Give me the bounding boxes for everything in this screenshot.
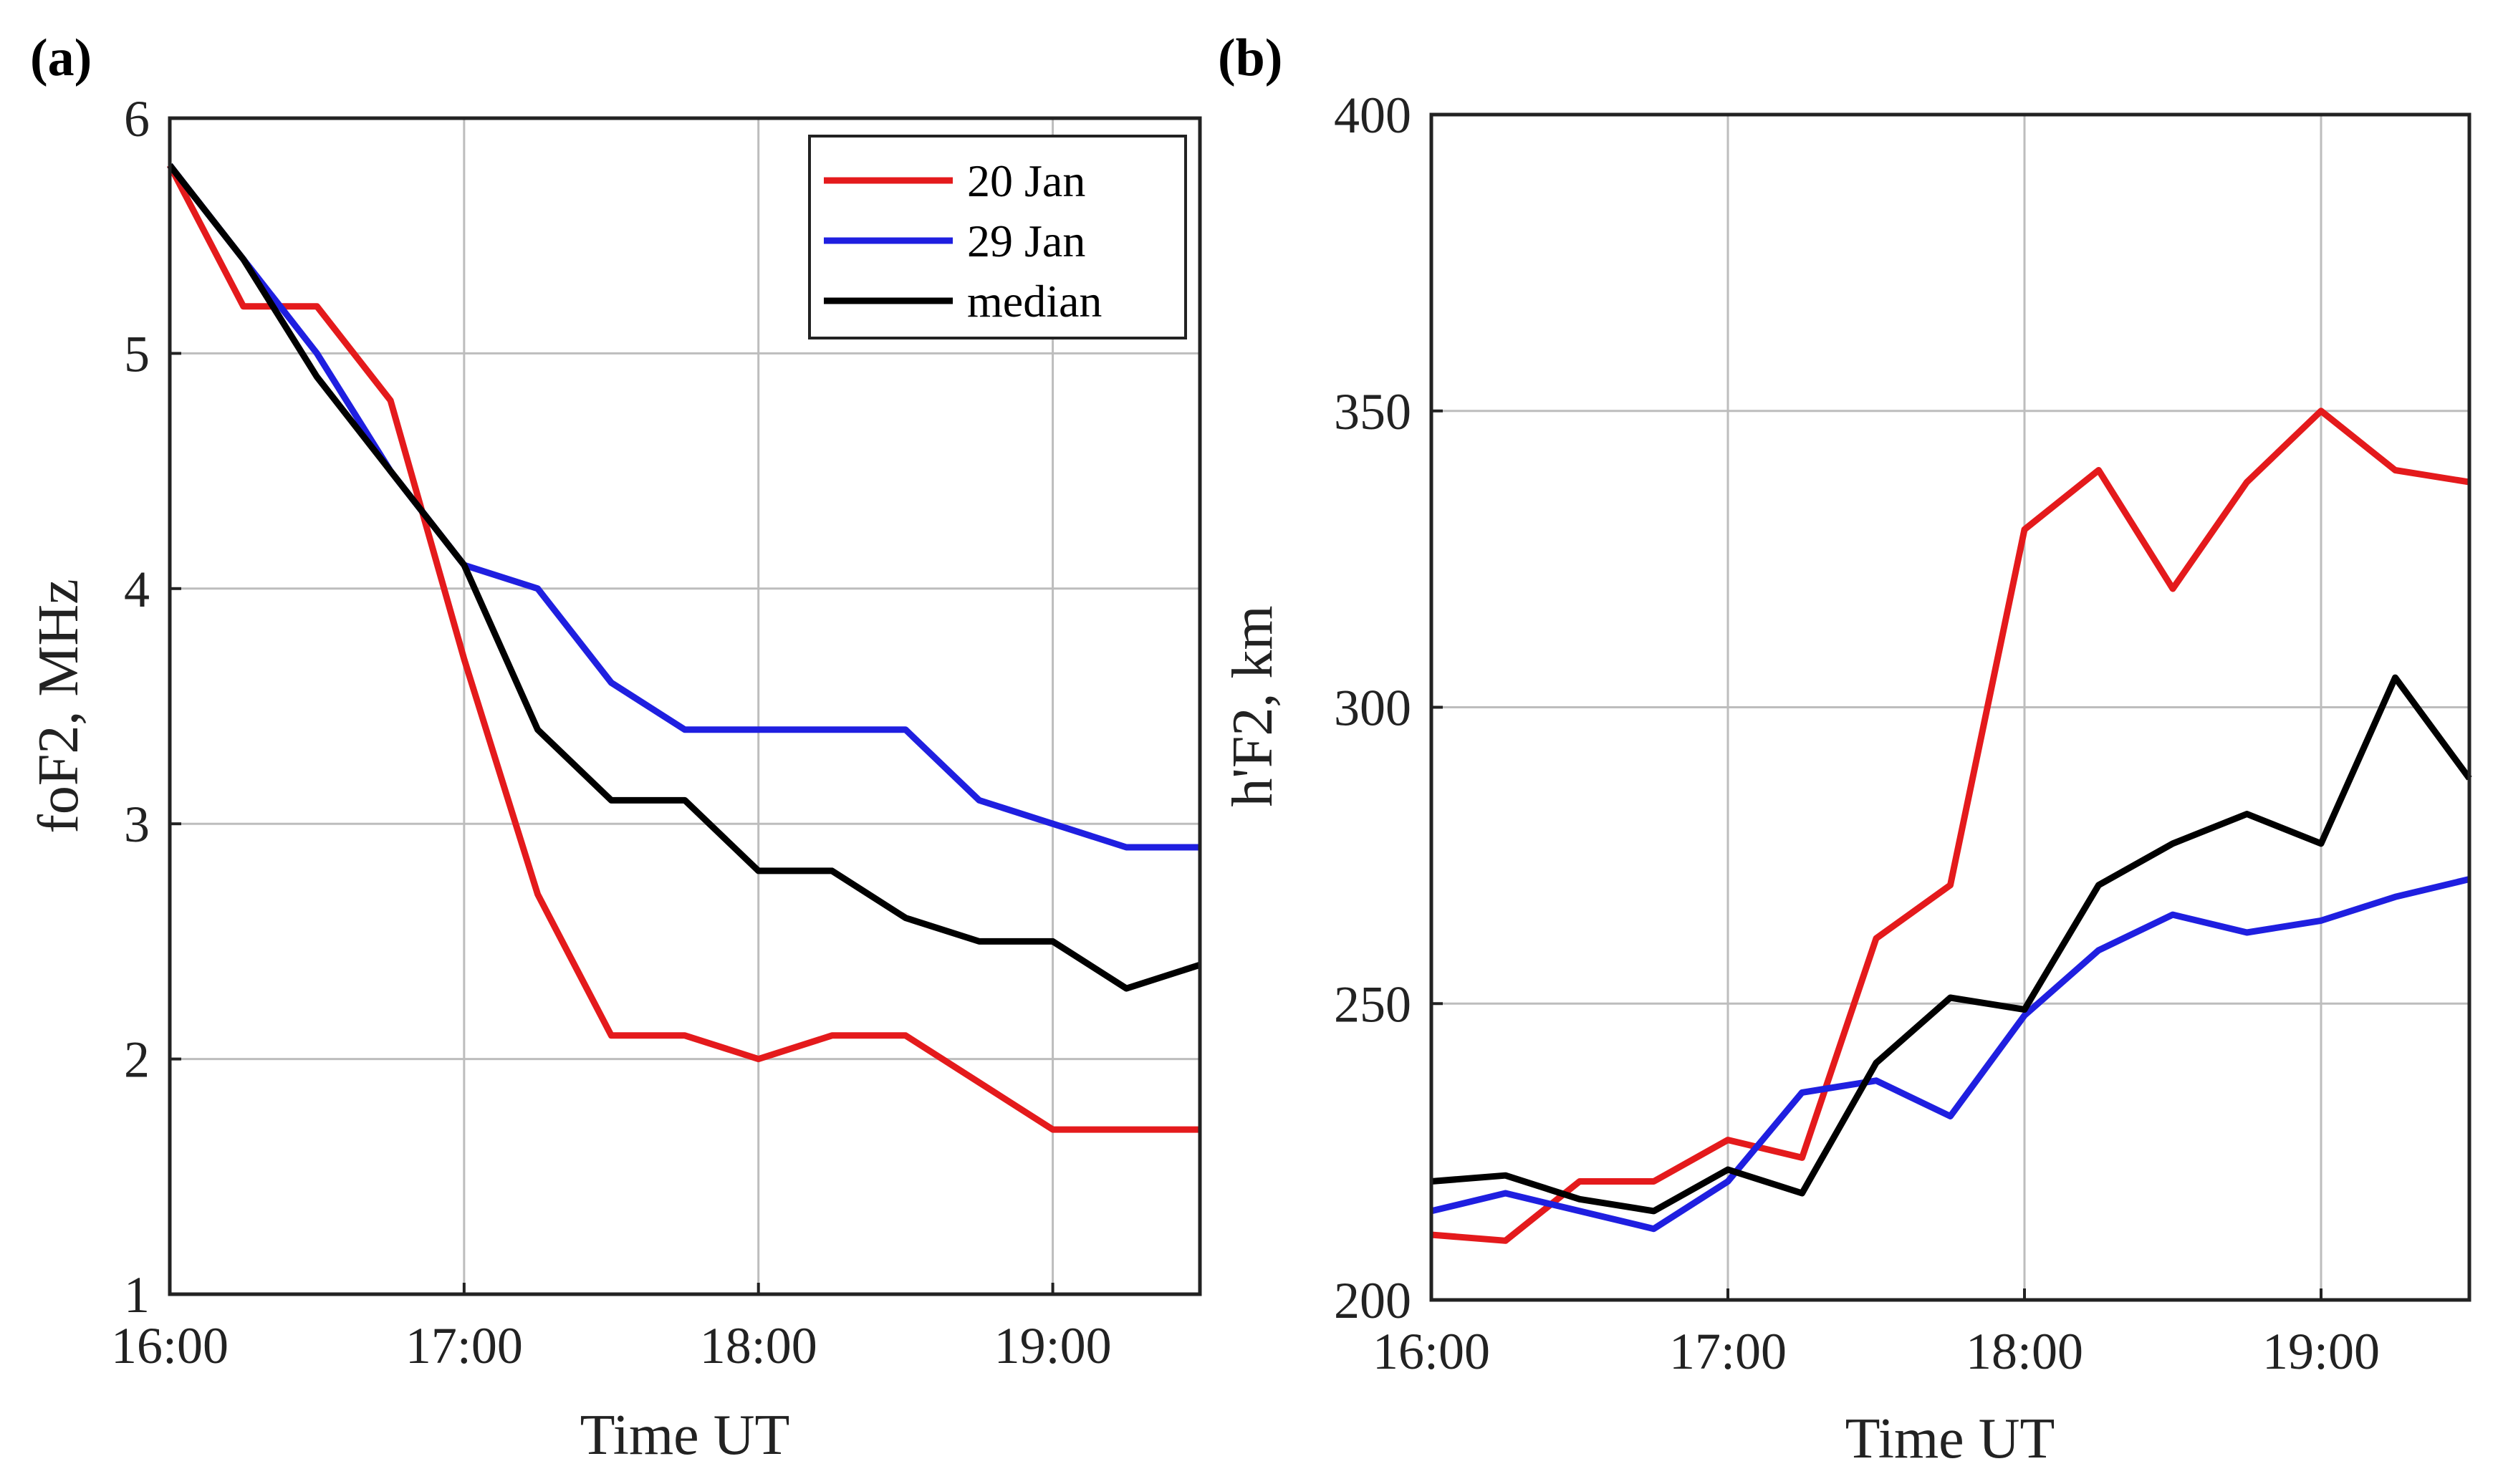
panel-a-ylabel: foF2, MHz <box>27 579 90 834</box>
panel-a-series-29-jan <box>167 163 1200 851</box>
panel-a-ticks: 16:00 17:00 18:00 19:00 1 2 3 4 5 6 <box>111 90 1112 1374</box>
panel-b-ytick-label: 350 <box>1334 383 1411 440</box>
panel-a-ytick-label: 1 <box>124 1266 150 1324</box>
panel-b-ytick-label: 200 <box>1334 1272 1411 1329</box>
panel-b-ytick-label: 250 <box>1334 975 1411 1033</box>
panel-b-label: (b) <box>1218 29 1282 87</box>
panel-a-ytick-label: 4 <box>124 561 150 618</box>
panel-b-xtick-label: 17:00 <box>1669 1323 1787 1380</box>
legend-label-median: median <box>967 276 1102 327</box>
panel-a-xtick-label: 16:00 <box>111 1317 229 1374</box>
panel-b-xtick-label: 16:00 <box>1373 1323 1490 1380</box>
panel-b-ytick-label: 400 <box>1334 87 1411 144</box>
panel-b-lines <box>1430 408 2472 1244</box>
panel-b-series-29-jan <box>1430 876 2471 1233</box>
panel-a-label: (a) <box>30 29 92 87</box>
panel-a-ytick-label: 5 <box>124 325 150 382</box>
panel-a-xtick-label: 19:00 <box>994 1317 1112 1374</box>
panel-a-lines <box>167 163 1201 1133</box>
legend: 20 Jan 29 Jan median <box>808 135 1187 339</box>
legend-label-29jan: 29 Jan <box>967 216 1085 266</box>
panel-a-series-20-jan <box>167 163 1200 1133</box>
panel-b-ylabel: h'F2, km <box>1221 605 1284 806</box>
legend-label-20jan: 20 Jan <box>967 155 1085 206</box>
panel-a-frame <box>168 116 1202 1296</box>
legend-box <box>808 135 1187 339</box>
panel-b-series-20-jan <box>1431 408 2470 1244</box>
panel-a-series-median <box>167 163 1201 992</box>
panel-b-xtick-label: 18:00 <box>1966 1323 2083 1380</box>
panel-a-xlabel: Time UT <box>580 1404 790 1467</box>
panel-a-ytick-label: 6 <box>124 90 150 148</box>
panel-a-ytick-label: 2 <box>124 1031 150 1089</box>
panel-b-xlabel: Time UT <box>1845 1407 2055 1470</box>
panel-b-xtick-label: 19:00 <box>2262 1323 2380 1380</box>
panel-b-ytick-label: 300 <box>1334 680 1411 737</box>
panel-b: (b) 16:00 17:00 18:00 19:00200250300350400 … <box>1218 29 2472 1470</box>
panel-a-xtick-label: 18:00 <box>700 1317 817 1374</box>
panel-a-grid <box>170 118 1200 1294</box>
panel-b-grid <box>1431 115 2469 1300</box>
panel-b-ticks: 16:00 17:00 18:00 19:00 200 250 300 350 400 <box>1334 87 2380 1380</box>
panel-a: (a) 16:00 17:00 18:00 19:00 1 2 3 4 5 6 foF2, MHz… <box>27 29 1202 1467</box>
panel-b-series-median <box>1431 674 2472 1215</box>
panel-a-ytick-label: 3 <box>124 796 150 853</box>
panel-a-xtick-label: 17:00 <box>405 1317 523 1374</box>
